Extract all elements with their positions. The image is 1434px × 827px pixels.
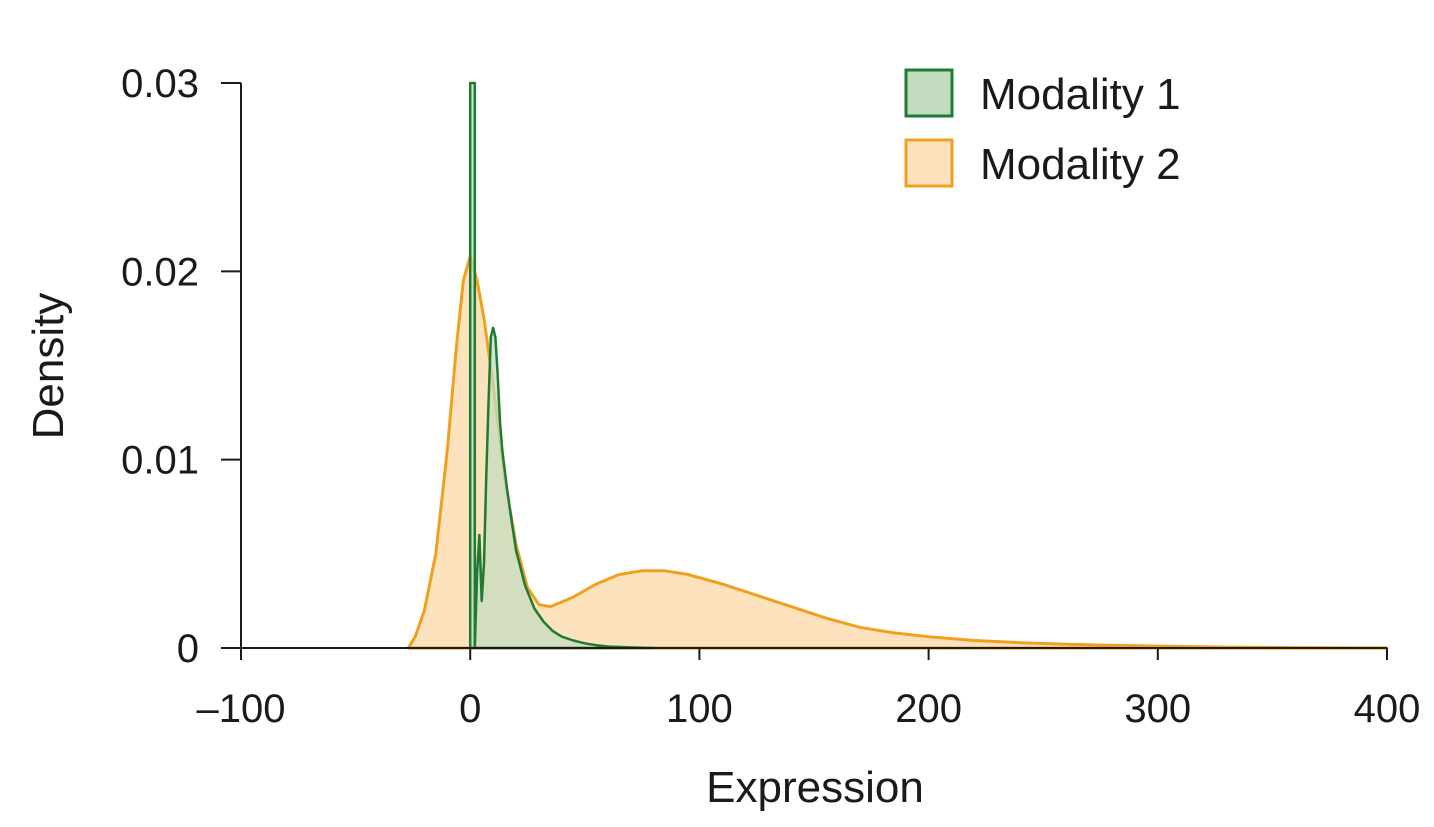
y-tick-label: 0 <box>177 627 199 671</box>
legend-label-modality-1: Modality 1 <box>980 70 1181 119</box>
x-tick-label: 100 <box>666 687 733 731</box>
y-tick-label: 0.02 <box>121 250 199 294</box>
legend-swatch-modality-1 <box>904 68 954 118</box>
x-tick-label: 400 <box>1354 687 1421 731</box>
x-tick-label: 300 <box>1124 687 1191 731</box>
x-axis-title: Expression <box>706 763 924 812</box>
x-tick-label: 0 <box>459 687 481 731</box>
x-tick-label: 200 <box>895 687 962 731</box>
x-tick-label: –100 <box>197 687 286 731</box>
legend-label-modality-2: Modality 2 <box>980 140 1181 189</box>
y-axis-title: Density <box>24 293 73 440</box>
y-tick-label: 0.01 <box>121 439 199 483</box>
y-tick-label: 0.03 <box>121 62 199 106</box>
legend: Modality 1 Modality 2 <box>904 68 1181 189</box>
legend-swatch-modality-2 <box>904 138 954 188</box>
series-area-modality-2 <box>406 254 1389 650</box>
plot-area <box>406 81 1389 650</box>
axes: –100 0 100 200 300 400 0 0.01 0.02 0.03 <box>121 62 1420 731</box>
series-area-modality-1 <box>468 81 655 650</box>
